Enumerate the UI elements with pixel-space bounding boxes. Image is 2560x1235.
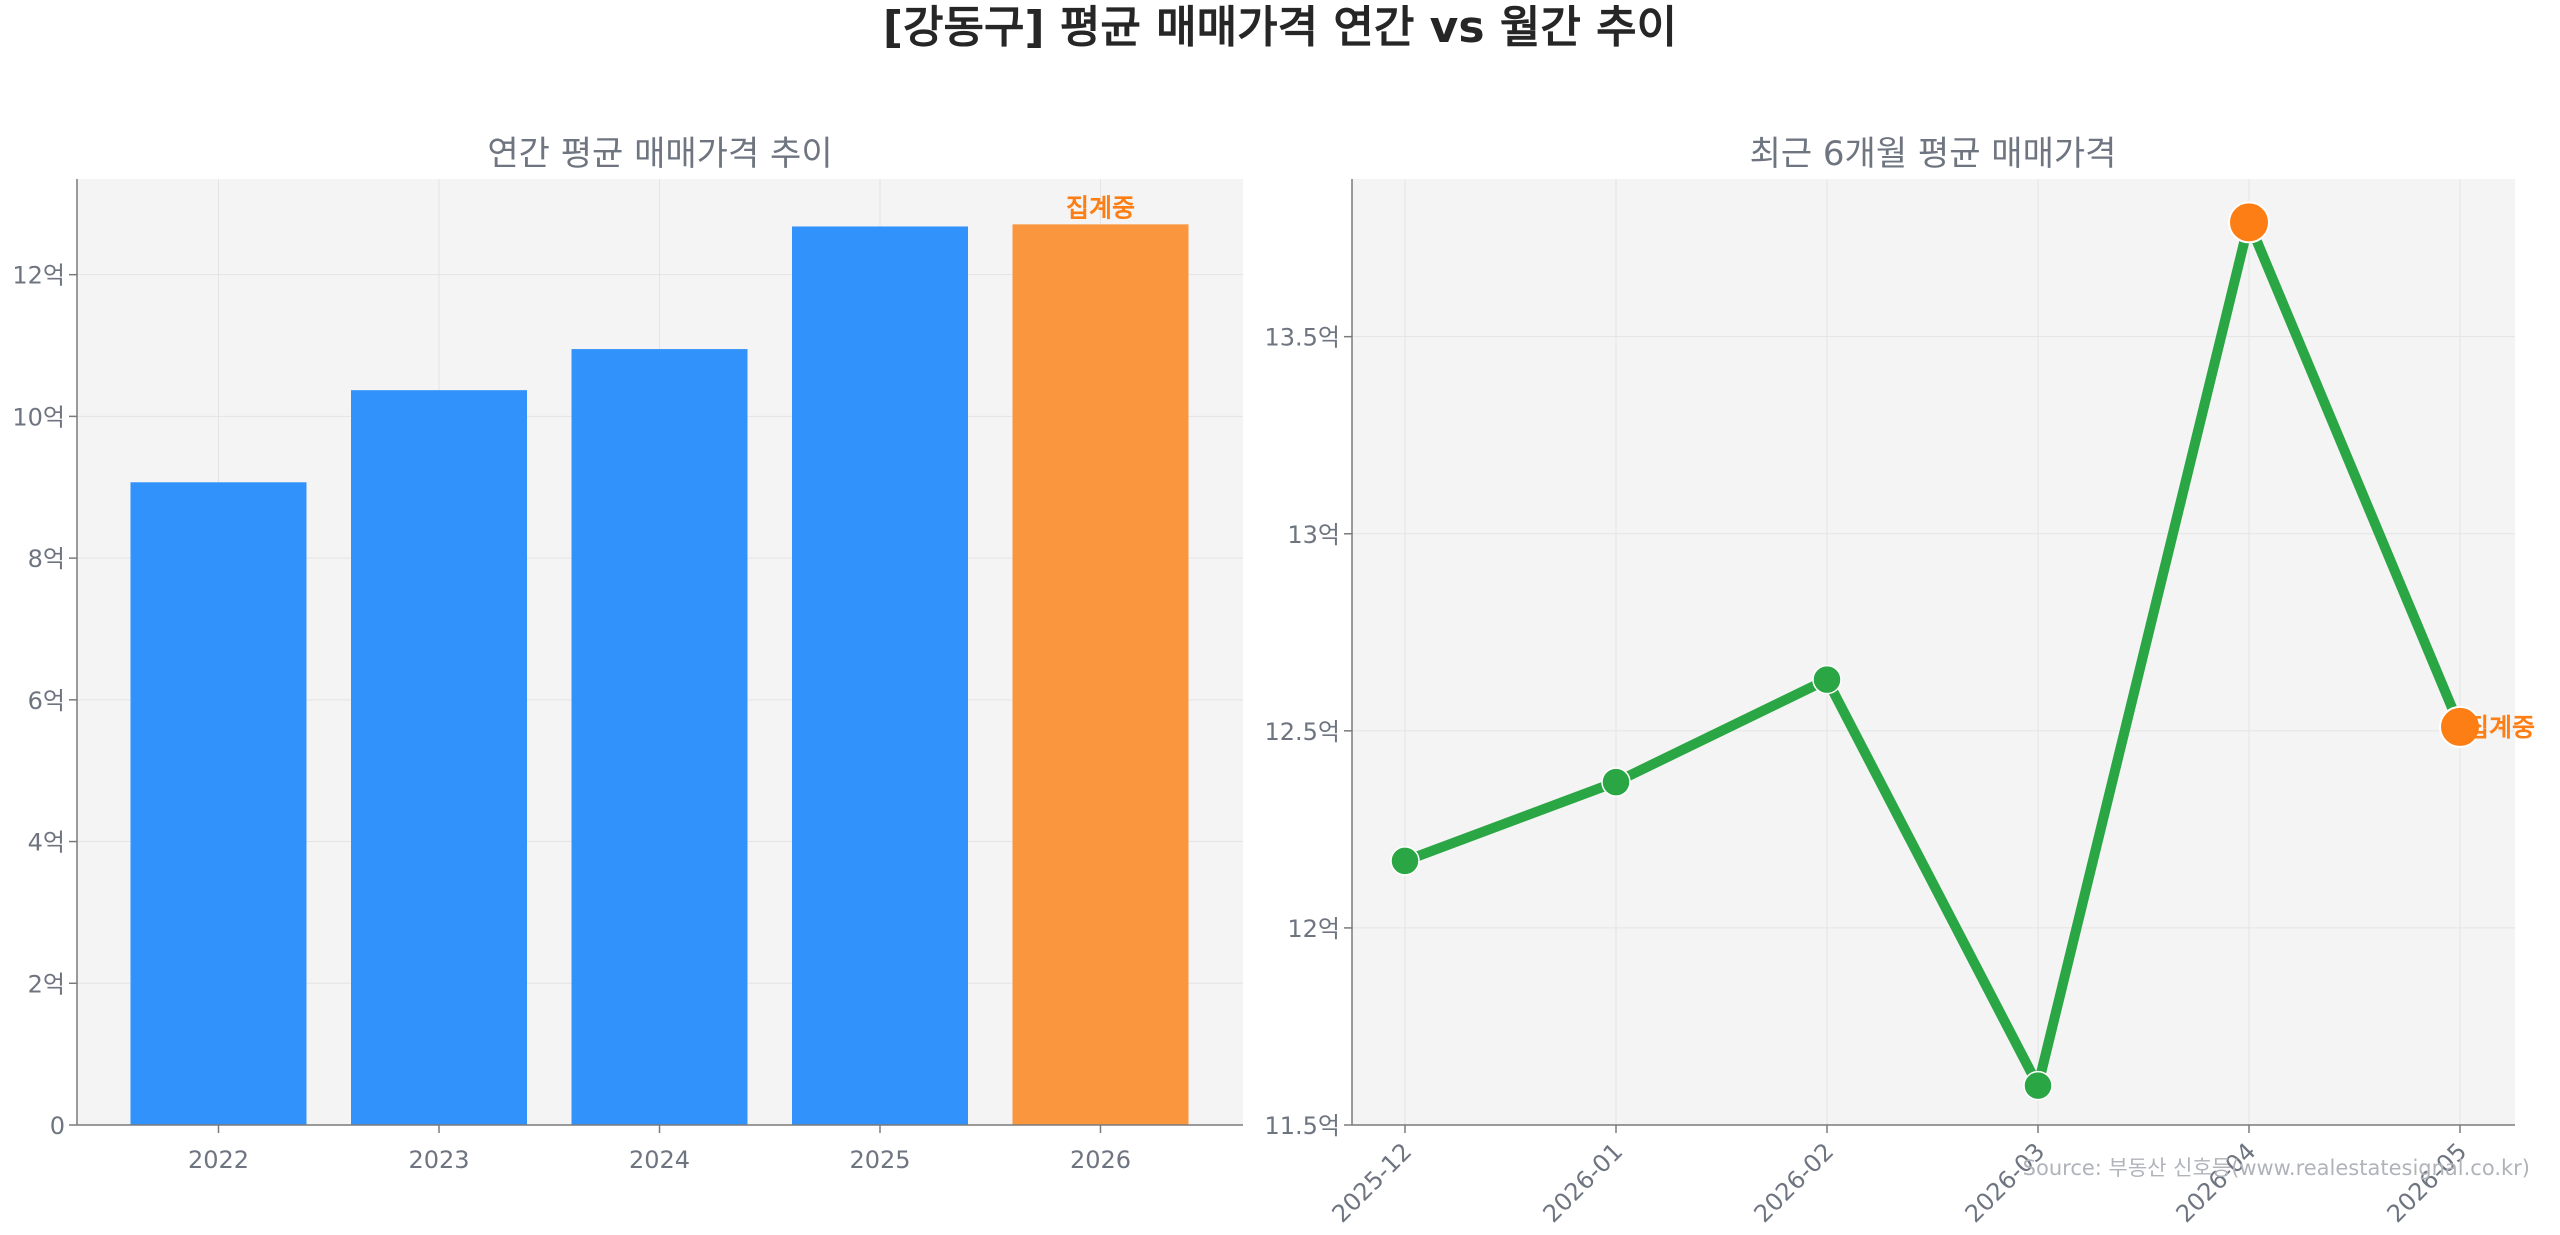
bar-chart-title: 연간 평균 매매가격 추이	[487, 134, 832, 174]
bar-2023	[351, 390, 527, 1125]
line-x-tick-label: 2026-01	[1538, 1137, 1629, 1228]
line-point-2026-02	[1812, 664, 1842, 695]
line-marks	[1390, 201, 2481, 1101]
line-x-tick-label: 2025-12	[1327, 1137, 1418, 1228]
line-x-tick-label: 2026-05	[2382, 1137, 2473, 1228]
line-point-2026-05	[2439, 705, 2481, 748]
bar-x-tick-label: 2022	[188, 1146, 249, 1174]
bar-annotation: 집계중	[1066, 193, 1135, 222]
line-x-tick-label: 2026-04	[2171, 1137, 2262, 1228]
bar-2025	[792, 226, 968, 1125]
line-point-2026-01	[1601, 767, 1631, 797]
bar-y-tick-label: 4억	[28, 829, 65, 857]
line-plot-area	[1352, 179, 2515, 1125]
line-point-2025-12	[1390, 846, 1420, 876]
bar-x-tick-label: 2026	[1070, 1146, 1131, 1174]
line-y-tick-label: 11.5억	[1264, 1112, 1340, 1140]
bar-2026	[1012, 224, 1189, 1125]
bar-x-tick-label: 2023	[408, 1146, 469, 1174]
suptitle: [강동구] 평균 매매가격 연간 vs 월간 추이	[883, 2, 1677, 53]
bar-y-tick-label: 2억	[28, 970, 65, 998]
line-series	[1400, 217, 2465, 1091]
line-x-tick-label: 2026-02	[1749, 1137, 1840, 1228]
line-y-ticks: 11.5억 12억 12.5억 13억 13.5억	[1264, 324, 1352, 1140]
line-annotation: 집계중	[2466, 713, 2535, 742]
line-y-tick-label: 13억	[1287, 521, 1340, 549]
bar-y-tick-label: 6억	[28, 687, 65, 715]
line-y-tick-label: 12.5억	[1264, 718, 1340, 746]
bar-x-tick-label: 2024	[629, 1146, 690, 1174]
line-y-tick-label: 12억	[1287, 915, 1340, 943]
line-y-tick-label: 13.5억	[1264, 324, 1340, 352]
bar-y-tick-label: 12억	[12, 262, 65, 290]
monthly-line-chart: 11.5억 12억 12.5억 13억 13.5억 2025-12 2026-01 2026…	[1264, 134, 2535, 1228]
bar-y-tick-label: 10억	[12, 403, 65, 431]
bar-2024	[571, 349, 748, 1126]
line-x-tick-label: 2026-03	[1960, 1137, 2051, 1228]
bar-x-tick-label: 2025	[849, 1146, 910, 1174]
bar-x-ticks: 2022 2023 2024 2025 2026	[188, 1125, 1131, 1174]
source-text: Source: 부동산 신호등(www.realestatesignal.co.…	[2023, 1156, 2530, 1180]
line-chart-title: 최근 6개월 평균 매매가격	[1750, 134, 2117, 174]
bar-2022	[130, 482, 307, 1126]
bar-y-tick-label: 8억	[28, 545, 65, 573]
line-point-2026-03	[2023, 1070, 2053, 1101]
annual-bar-chart: 0 2억 4억 6억 8억 10억 12억 2022 2023 2024 2025 2026 집계중…	[12, 134, 1243, 1174]
bar-marks	[130, 224, 1189, 1126]
line-point-2026-04	[2228, 201, 2270, 244]
bar-y-tick-label: 0	[50, 1112, 65, 1140]
bar-y-ticks: 0 2억 4억 6억 8억 10억 12억	[12, 262, 77, 1140]
